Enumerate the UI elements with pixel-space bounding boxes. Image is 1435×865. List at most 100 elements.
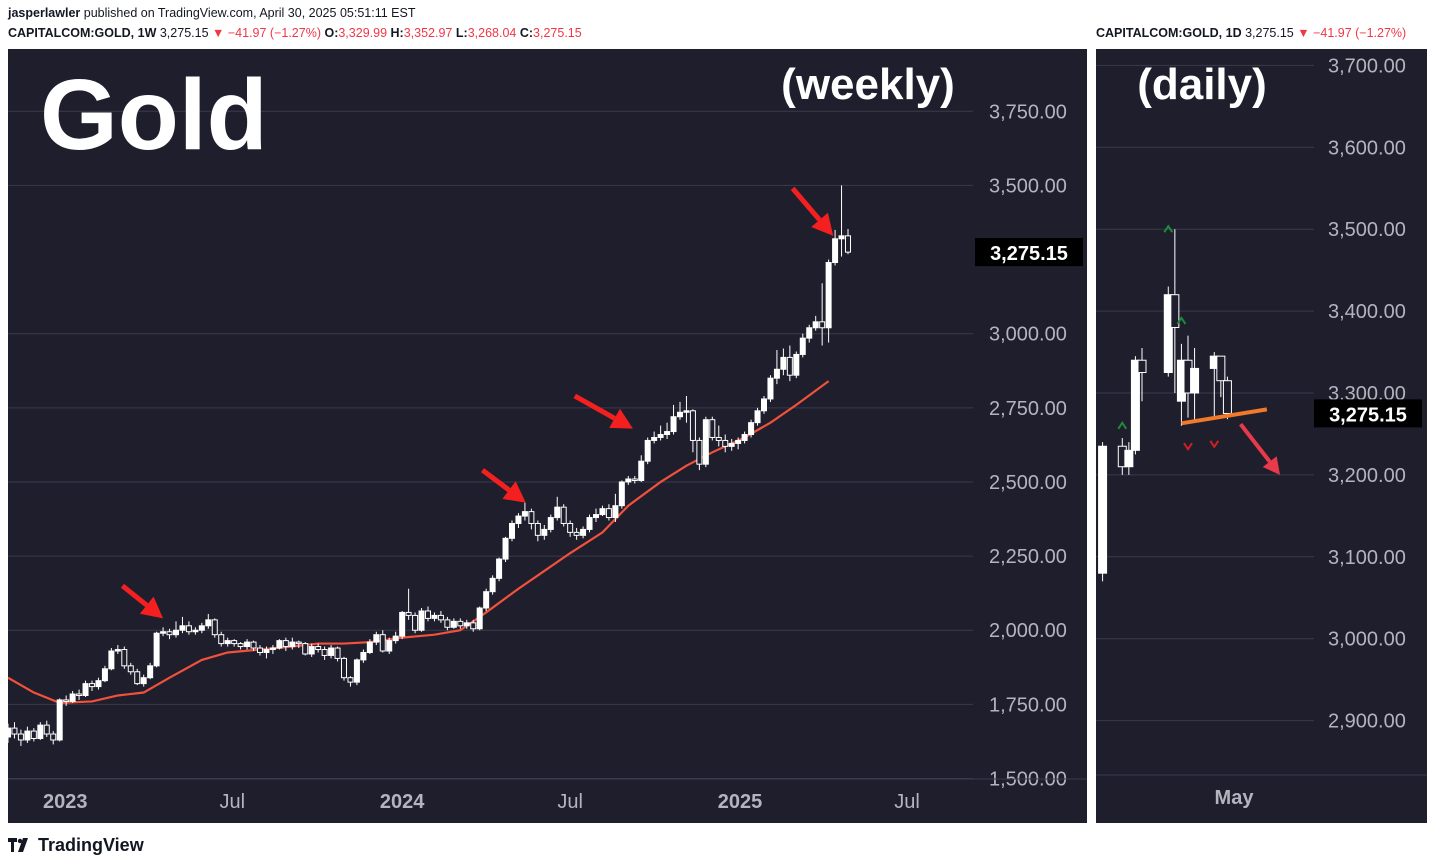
candle — [825, 259, 832, 343]
candle — [302, 642, 309, 656]
candle — [43, 720, 50, 737]
y-tick-label: 2,500.00 — [989, 472, 1067, 494]
candle — [722, 434, 729, 453]
candle — [69, 691, 76, 703]
daily-chart-panel[interactable]: 3,700.00 3,600.00 3,500.00 3,400.00 3,300.00… — [1096, 49, 1427, 823]
up-marker-icon — [1163, 224, 1174, 233]
candle — [554, 496, 561, 521]
candle — [308, 643, 315, 657]
candle — [496, 557, 503, 582]
candle — [263, 646, 270, 659]
tradingview-logo-icon[interactable] — [8, 838, 32, 852]
candle — [470, 619, 477, 632]
candle — [547, 514, 554, 533]
y-tick-label: 1,500.00 — [989, 769, 1067, 791]
x-tick-label: 2023 — [43, 791, 88, 813]
candle — [702, 416, 709, 468]
last-price-label: 3,275.15 — [1329, 404, 1407, 426]
y-tick-label: 3,700.00 — [1328, 55, 1406, 77]
last-price-box — [975, 238, 1083, 267]
candle — [444, 616, 451, 631]
candle — [715, 425, 722, 447]
y-tick-label: 3,000.00 — [989, 324, 1067, 346]
candle — [160, 627, 167, 637]
trendline — [1181, 407, 1268, 426]
candle — [101, 665, 108, 683]
candle — [295, 640, 302, 649]
candle — [573, 527, 580, 540]
last-price-box — [1314, 399, 1422, 428]
candle — [127, 662, 134, 675]
weekly-price: 3,275.15 — [159, 26, 209, 40]
brand-name[interactable]: TradingView — [38, 834, 144, 855]
weekly-change: ▼ −41.97 (−1.27%) — [212, 26, 321, 40]
candle — [541, 524, 548, 540]
high-value: 3,352.97 — [403, 26, 453, 40]
weekly-chart[interactable]: 3,750.00 3,500.00 3,000.00 2,750.00 2,500.00… — [8, 49, 1087, 823]
candle — [819, 283, 826, 346]
candle — [231, 639, 238, 647]
candle — [786, 345, 793, 382]
high-label: H: — [390, 26, 404, 40]
weekly-symbol[interactable]: CAPITALCOM:GOLD, 1W — [8, 26, 157, 40]
candle — [689, 409, 696, 453]
weekly-legend: CAPITALCOM:GOLD, 1W 3,275.15 ▼ −41.97 (−… — [8, 26, 582, 40]
publisher-name[interactable]: jasperlawler — [8, 6, 81, 20]
candle — [379, 630, 386, 653]
y-tick-label: 3,600.00 — [1328, 137, 1406, 159]
candle — [121, 646, 128, 669]
low-label: L: — [455, 26, 468, 40]
weekly-chart-panel[interactable]: 3,750.00 3,500.00 3,000.00 2,750.00 2,500.00… — [8, 49, 1087, 823]
candle — [754, 407, 761, 426]
y-tick-label: 3,500.00 — [989, 175, 1067, 197]
candle — [218, 631, 225, 647]
chart-title: Gold — [40, 59, 268, 171]
candle — [8, 723, 11, 743]
candle — [237, 642, 244, 650]
candle — [76, 689, 83, 700]
moving-average-line — [8, 380, 830, 705]
candle — [56, 698, 63, 742]
daily-chart[interactable]: 3,700.003,600.003,500.003,400.003,300.00… — [1096, 49, 1427, 823]
candle — [328, 645, 335, 659]
candle — [1130, 356, 1140, 455]
candle — [638, 455, 645, 482]
candle — [806, 324, 813, 343]
candle — [463, 619, 470, 629]
candle — [483, 588, 490, 611]
daily-symbol[interactable]: CAPITALCOM:GOLD, 1D — [1096, 26, 1242, 40]
candle — [534, 520, 541, 542]
low-value: 3,268.04 — [467, 26, 517, 40]
candle — [521, 502, 528, 521]
candle — [1216, 355, 1226, 398]
candle — [437, 610, 444, 623]
candle — [431, 612, 438, 622]
candle — [341, 656, 347, 681]
candle — [269, 645, 276, 654]
candle — [838, 185, 845, 257]
candle — [457, 618, 464, 629]
candle — [1222, 376, 1232, 420]
candle — [425, 606, 431, 622]
candle — [399, 610, 406, 640]
daily-change: ▼ −41.97 (−1.27%) — [1297, 26, 1407, 40]
y-tick-label: 3,200.00 — [1328, 465, 1406, 487]
candle — [360, 649, 367, 663]
candle — [173, 621, 179, 638]
candle — [198, 622, 205, 634]
up-marker-icon — [1117, 420, 1128, 430]
candle — [631, 476, 638, 484]
candle — [321, 646, 328, 660]
candle — [108, 648, 115, 671]
candle — [761, 395, 767, 414]
candle — [250, 640, 257, 651]
candle — [11, 722, 18, 739]
x-tick-label: 2024 — [380, 791, 425, 813]
candle — [780, 348, 787, 376]
y-tick-label: 3,000.00 — [1328, 629, 1406, 651]
red-arrow-icon — [1238, 422, 1280, 475]
candle — [741, 431, 748, 444]
candle — [476, 606, 483, 631]
candle — [677, 401, 683, 420]
y-tick-label: 2,750.00 — [989, 398, 1067, 420]
